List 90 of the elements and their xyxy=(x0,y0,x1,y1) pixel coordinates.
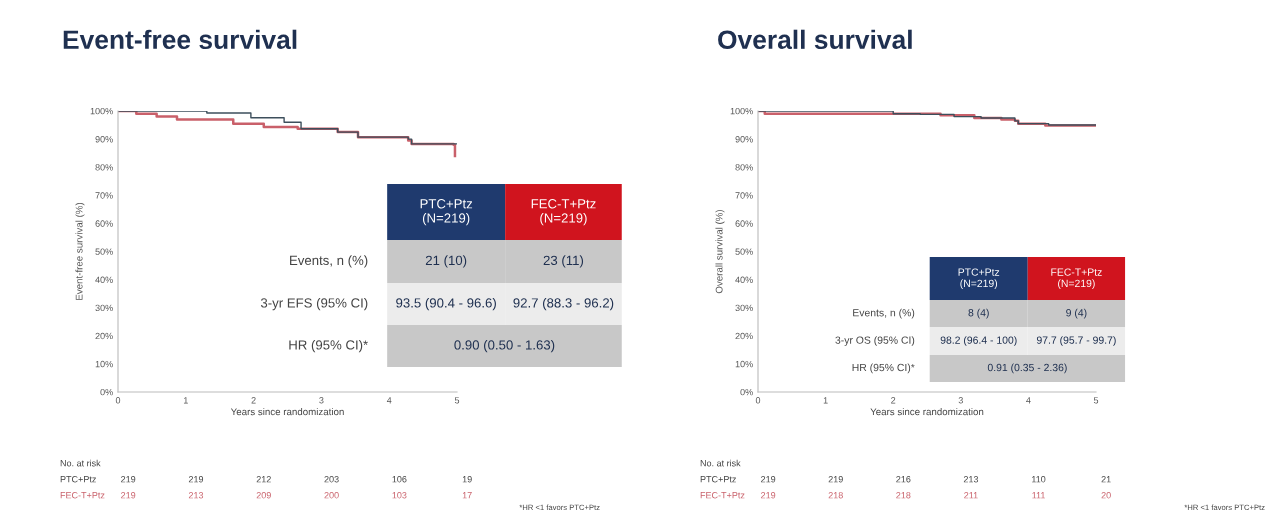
text: PTC+Ptz xyxy=(60,476,96,483)
y-tick-label: 0% xyxy=(740,388,753,396)
text: 203 xyxy=(324,476,339,483)
y-tick-label: 20% xyxy=(95,332,113,340)
y-tick-label: 40% xyxy=(95,276,113,283)
text: 103 xyxy=(392,492,407,499)
text: 219 xyxy=(121,492,136,499)
annotation: 3-yr EFS (95% CI) xyxy=(260,297,368,311)
text: 23 (11) xyxy=(543,255,584,268)
text: 219 xyxy=(761,492,776,499)
text: 216 xyxy=(896,476,911,483)
text: 106 xyxy=(392,476,407,483)
y-tick-label: 80% xyxy=(95,164,113,171)
text: 209 xyxy=(256,492,271,499)
x-tick-label: 5 xyxy=(1093,397,1099,404)
x-tick-label: 5 xyxy=(454,397,460,404)
annotation: 9 (4) xyxy=(1066,308,1087,319)
x-tick-label: 0 xyxy=(115,397,121,404)
text: 219 xyxy=(828,476,843,483)
x-tick-label: 3 xyxy=(958,397,963,404)
text: 211 xyxy=(964,492,978,499)
annotation: HR (95% CI)* xyxy=(852,363,915,374)
y-tick-label: 40% xyxy=(735,276,753,283)
y-tick-label: 30% xyxy=(95,304,113,312)
y-tick-label: 70% xyxy=(735,192,753,199)
text: 92.7 (88.3 - 96.2) xyxy=(513,297,614,311)
y-tick-label: 30% xyxy=(735,304,753,312)
y-tick-label: 10% xyxy=(95,360,113,368)
text: 200 xyxy=(324,492,339,499)
chart-title: Event-free survival xyxy=(63,29,297,50)
y-tick-label: 90% xyxy=(95,136,113,143)
annotation: PTC+Ptz (N=219) xyxy=(958,268,1000,290)
y-tick-label: 0% xyxy=(100,388,113,396)
x-axis-title: Years since randomization xyxy=(870,408,984,416)
y-tick-label: 100% xyxy=(730,107,753,115)
x-axis-title: Years since randomization xyxy=(230,408,344,416)
text: 213 xyxy=(188,492,204,499)
y-axis-title: Overall survival (%) xyxy=(715,209,725,294)
annotation: 0.90 (0.50 - 1.63) xyxy=(454,339,555,353)
annotation: PTC+Ptz (N=219) xyxy=(420,199,473,226)
annotation: 21 (10) xyxy=(425,255,467,268)
y-tick-label: 60% xyxy=(735,220,753,227)
x-tick-label: 2 xyxy=(251,397,256,404)
y-tick-label: 50% xyxy=(95,248,113,255)
annotation: 8 (4) xyxy=(968,308,989,319)
text: PTC+Ptz xyxy=(700,476,736,483)
text: FEC-T+Ptz xyxy=(700,492,745,499)
text: 218 xyxy=(896,492,911,499)
text: 218 xyxy=(828,492,843,499)
chart-title: Overall survival xyxy=(718,29,912,50)
text: 219 xyxy=(761,476,776,483)
text: 110 xyxy=(1032,476,1046,483)
text: 213 xyxy=(963,476,979,483)
annotation: 98.2 (96.4 - 100) xyxy=(940,336,1017,346)
annotation: 97.7 (95.7 - 99.7) xyxy=(1036,336,1116,346)
text: 219 xyxy=(121,476,136,483)
x-tick-label: 4 xyxy=(386,397,392,404)
y-tick-label: 10% xyxy=(735,360,753,368)
text: No. at risk xyxy=(700,459,741,467)
x-tick-label: 4 xyxy=(1026,397,1031,404)
text: 111 xyxy=(1032,492,1045,499)
text: 17 xyxy=(462,492,472,499)
y-tick-label: 80% xyxy=(735,164,753,171)
annotation: Events, n (%) xyxy=(290,255,368,268)
y-axis-title: Event-free survival (%) xyxy=(75,202,85,300)
y-tick-label: 60% xyxy=(95,220,113,227)
x-tick-label: 1 xyxy=(823,397,828,404)
y-tick-label: 50% xyxy=(735,248,753,255)
annotation: 93.5 (90.4 - 96.6) xyxy=(396,297,496,311)
annotation: FEC-T+Ptz (N=219) xyxy=(1051,268,1102,290)
text: FEC-T+Ptz xyxy=(60,492,105,499)
x-tick-label: 3 xyxy=(319,397,324,404)
x-tick-label: 0 xyxy=(755,397,761,404)
text: FEC-T+Ptz (N=219) xyxy=(531,199,596,226)
text: 219 xyxy=(188,476,204,483)
y-tick-label: 70% xyxy=(95,192,113,199)
text: 212 xyxy=(256,476,271,483)
text: 19 xyxy=(462,476,472,483)
annotation: HR (95% CI)* xyxy=(289,339,368,353)
y-tick-label: 20% xyxy=(735,332,753,340)
text: 20 xyxy=(1101,492,1111,499)
x-tick-label: 2 xyxy=(891,397,896,404)
y-tick-label: 90% xyxy=(735,136,753,143)
x-tick-label: 1 xyxy=(183,397,188,404)
annotation: Events, n (%) xyxy=(853,308,915,319)
annotation: 3-yr OS (95% CI) xyxy=(835,336,915,346)
annotation: 0.91 (0.35 - 2.36) xyxy=(987,363,1067,374)
text: No. at risk xyxy=(60,459,101,467)
y-tick-label: 100% xyxy=(90,107,113,115)
text: 21 xyxy=(1101,476,1111,483)
